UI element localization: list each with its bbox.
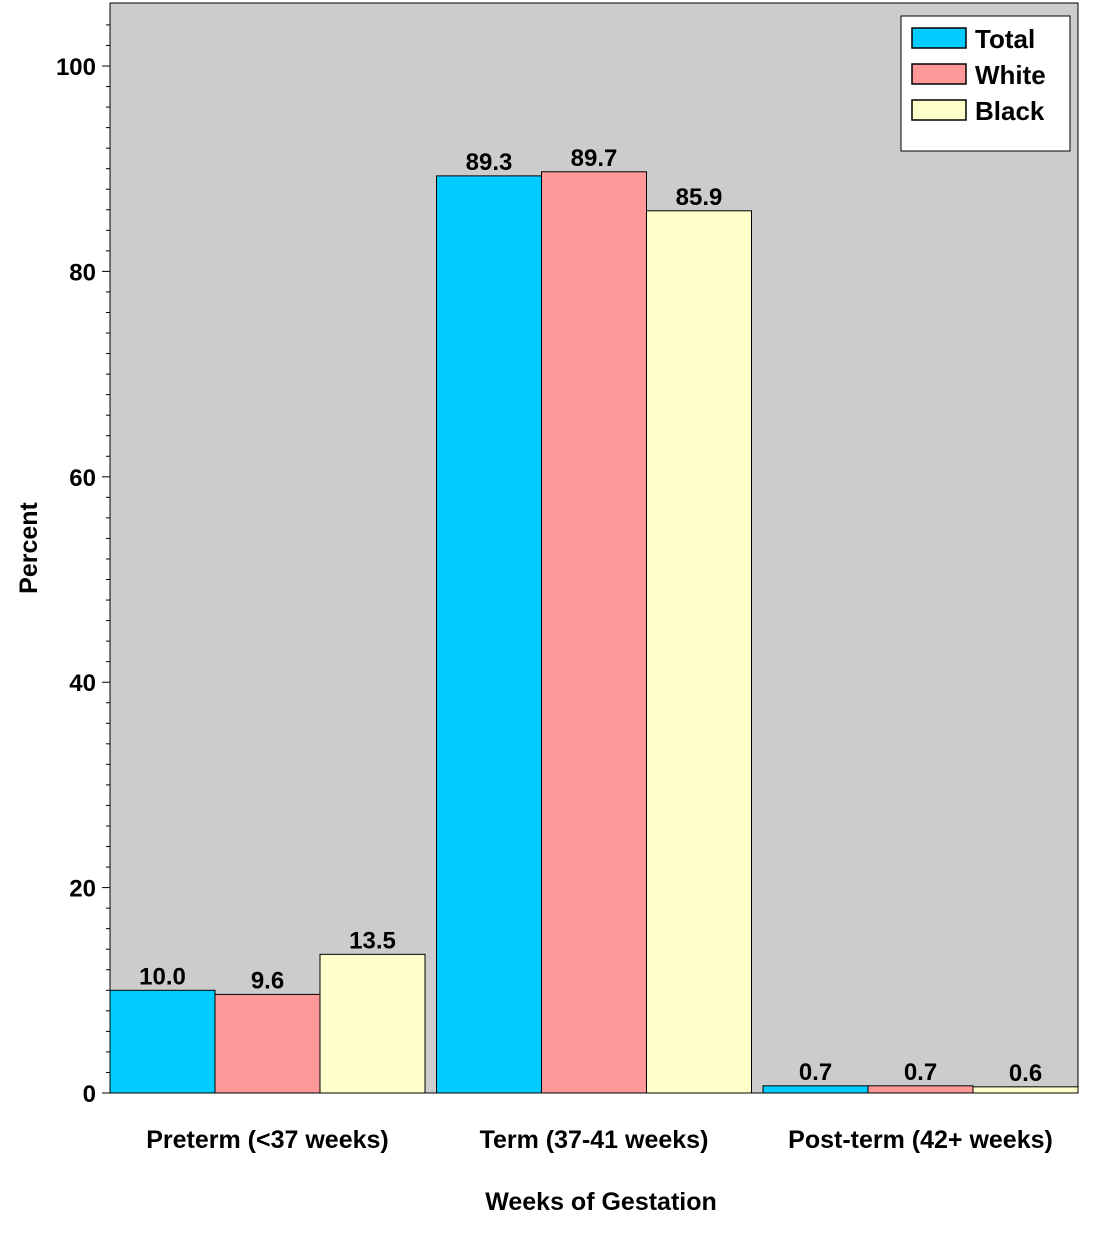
legend-label-black: Black	[975, 96, 1045, 126]
bar-total	[436, 175, 542, 1094]
data-label: 9.6	[251, 967, 284, 994]
bar-black	[319, 953, 426, 1094]
y-tick-label: 80	[69, 259, 96, 286]
y-tick-label: 20	[69, 876, 96, 903]
y-axis-title: Percent	[15, 501, 43, 593]
y-tick-label: 40	[69, 670, 96, 697]
bar-white	[867, 1085, 974, 1094]
x-axis-labels: Preterm (<37 weeks) Term (37-41 weeks) Pos…	[110, 1092, 1078, 1154]
bar-total	[109, 989, 216, 1094]
legend-swatch-black	[911, 99, 967, 121]
bar-white	[541, 171, 647, 1094]
bar-black	[646, 210, 752, 1094]
legend-label-white: White	[975, 60, 1046, 90]
data-label: 85.9	[676, 184, 723, 211]
y-tick-label: 60	[69, 465, 96, 492]
y-tick-label: 0	[83, 1081, 96, 1108]
category-label: Term (37-41 weeks)	[480, 1126, 709, 1154]
data-label: 89.7	[571, 145, 618, 172]
y-axis: 0 20 40 60 80 100	[56, 3, 111, 1108]
bar-white	[214, 993, 321, 1094]
legend-label-total: Total	[975, 24, 1035, 54]
x-axis-title: Weeks of Gestation	[485, 1188, 717, 1216]
legend-swatch-white	[911, 63, 967, 85]
data-label: 0.7	[799, 1059, 832, 1086]
legend-swatch-total	[911, 27, 967, 49]
legend: Total White Black	[900, 15, 1071, 152]
data-label: 13.5	[349, 927, 396, 954]
category-label: Preterm (<37 weeks)	[146, 1126, 389, 1154]
category-label: Post-term (42+ weeks)	[788, 1126, 1053, 1154]
data-label: 0.6	[1009, 1060, 1042, 1087]
y-tick-label: 100	[56, 54, 96, 81]
bars	[109, 171, 1079, 1094]
data-label: 10.0	[139, 963, 186, 990]
data-label: 89.3	[466, 149, 513, 176]
bar-black	[972, 1086, 1079, 1094]
data-labels: 10.0 9.6 13.5 89.3 89.7 85.9 0.7 0.7 0.6	[139, 145, 1042, 1087]
bar-total	[762, 1085, 869, 1094]
data-label: 0.7	[904, 1059, 937, 1086]
